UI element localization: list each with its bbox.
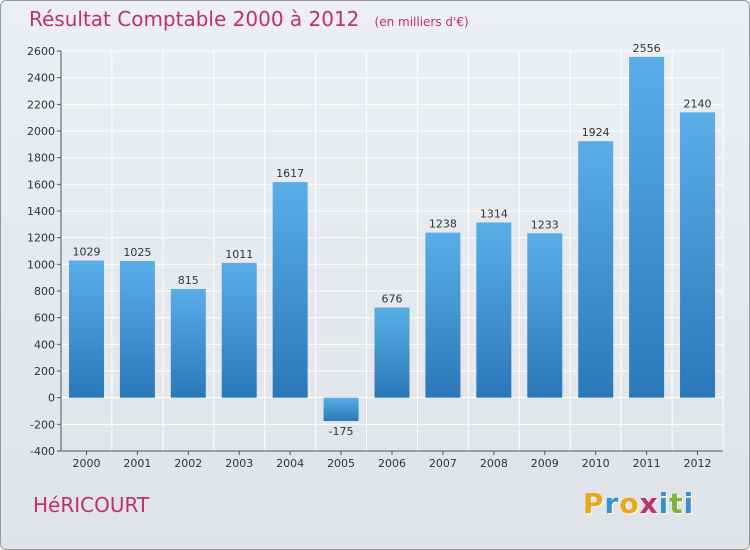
data-label: 1238: [429, 218, 457, 231]
y-tick-label: 600: [34, 312, 55, 325]
logo-letter: P: [583, 487, 605, 520]
axis-layer: -400 -200 0 200 400 600 800 1000 1200 1400 1600 180…: [27, 45, 723, 470]
y-tick-label: 1000: [27, 258, 55, 271]
bar-2005: [323, 397, 359, 421]
data-label: 1617: [276, 167, 304, 180]
logo-letter: t: [669, 487, 684, 520]
y-tick-label: 1400: [27, 205, 55, 218]
bar-2012: [680, 112, 716, 398]
y-tick-label: 1600: [27, 178, 55, 191]
bar-2008: [476, 222, 512, 398]
bar-2011: [629, 56, 665, 398]
x-tick-label: 2009: [531, 457, 559, 470]
data-label: 2140: [684, 97, 712, 110]
proxiti-logo[interactable]: Proxiti: [583, 487, 694, 520]
logo-letter: r: [604, 487, 620, 520]
x-tick-label: 2012: [684, 457, 712, 470]
bar-2002: [170, 289, 206, 398]
logo-letter: i: [658, 487, 670, 520]
y-tick-label: 2200: [27, 98, 55, 111]
bar-2009: [527, 233, 563, 398]
logo-letter: i: [683, 487, 695, 520]
y-tick-label: -400: [30, 445, 55, 458]
x-tick-label: 2008: [480, 457, 508, 470]
logo-letter: x: [639, 487, 659, 520]
y-tick-label: 800: [34, 285, 55, 298]
data-label: 1029: [72, 245, 100, 258]
x-tick-label: 2001: [123, 457, 151, 470]
y-tick-label: 400: [34, 338, 55, 351]
x-tick-label: 2010: [582, 457, 610, 470]
chart-unit-label: (en milliers d'€): [374, 15, 469, 29]
x-tick-label: 2011: [633, 457, 661, 470]
data-label: 1233: [531, 218, 559, 231]
x-tick-label: 2003: [225, 457, 253, 470]
y-tick-label: 2600: [27, 45, 55, 58]
data-label: 815: [178, 274, 199, 287]
y-tick-label: 200: [34, 365, 55, 378]
chart-title-text: Résultat Comptable 2000 à 2012: [29, 7, 360, 31]
y-tick-label: -200: [30, 418, 55, 431]
data-label: 676: [382, 293, 403, 306]
data-label: 1011: [225, 248, 253, 261]
x-tick-label: 2002: [174, 457, 202, 470]
y-tick-label: 1800: [27, 152, 55, 165]
data-label: 1314: [480, 207, 508, 220]
bar-2000: [68, 260, 104, 398]
y-tick-label: 2000: [27, 125, 55, 138]
y-tick-label: 1200: [27, 232, 55, 245]
commune-name: HéRICOURT: [33, 493, 150, 517]
bar-2001: [119, 261, 155, 398]
data-label: 2556: [633, 42, 661, 55]
logo-letter: o: [619, 487, 640, 520]
x-tick-label: 2006: [378, 457, 406, 470]
x-tick-label: 2007: [429, 457, 457, 470]
label-layer: 1029 1025 815 1011 1617 -175 676 1238 1314 1233 19…: [72, 42, 711, 438]
x-tick-label: 2005: [327, 457, 355, 470]
data-label: 1924: [582, 126, 610, 139]
data-label: -175: [329, 425, 354, 438]
bar-2006: [374, 307, 410, 398]
data-label: 1025: [123, 246, 151, 259]
x-tick-label: 2000: [72, 457, 100, 470]
chart-title: Résultat Comptable 2000 à 2012 (en milli…: [29, 7, 469, 31]
x-tick-label: 2004: [276, 457, 304, 470]
bar-2004: [272, 182, 308, 398]
bar-2007: [425, 232, 461, 398]
y-tick-label: 0: [48, 392, 55, 405]
y-tick-label: 2400: [27, 72, 55, 85]
bar-2010: [578, 141, 614, 398]
bar-2003: [221, 262, 257, 398]
bar-layer: [68, 56, 716, 421]
